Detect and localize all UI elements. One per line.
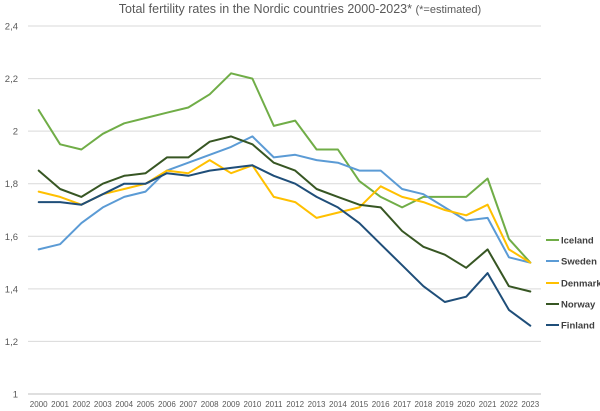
x-tick-label: 2012 bbox=[286, 400, 304, 409]
x-tick-label: 2023 bbox=[521, 400, 539, 409]
x-tick-label: 2004 bbox=[115, 400, 133, 409]
x-tick-label: 2014 bbox=[329, 400, 347, 409]
legend-label: Iceland bbox=[561, 236, 594, 247]
legend: Iceland Sweden Denmark Norway Finland bbox=[546, 236, 600, 332]
x-tick-label: 2008 bbox=[201, 400, 219, 409]
y-tick-label: 2,4 bbox=[5, 22, 18, 33]
x-axis-ticks: 2000 2001 2002 2003 2004 2005 2006 2007 2008 2009… bbox=[30, 400, 540, 409]
legend-label: Sweden bbox=[561, 257, 597, 268]
x-tick-label: 2016 bbox=[372, 400, 390, 409]
x-tick-label: 2007 bbox=[179, 400, 197, 409]
x-tick-label: 2013 bbox=[308, 400, 326, 409]
x-tick-label: 2015 bbox=[350, 400, 368, 409]
x-tick-label: 2006 bbox=[158, 400, 176, 409]
legend-label: Norway bbox=[561, 300, 596, 311]
legend-label: Denmark bbox=[561, 279, 600, 290]
y-axis-ticks: 1 1,2 1,4 1,6 1,8 2 2,2 2,4 bbox=[5, 22, 18, 401]
series-line-norway bbox=[37, 135, 532, 293]
chart-subtitle: (*=estimated) bbox=[415, 4, 482, 16]
series-line-finland bbox=[37, 164, 532, 327]
y-tick-label: 1,2 bbox=[5, 337, 18, 348]
chart-title: Total fertility rates in the Nordic coun… bbox=[0, 2, 600, 16]
x-tick-label: 2002 bbox=[73, 400, 91, 409]
y-tick-label: 1 bbox=[13, 390, 18, 401]
series-lines bbox=[37, 72, 532, 327]
x-tick-label: 2010 bbox=[244, 400, 262, 409]
x-tick-label: 2019 bbox=[436, 400, 454, 409]
y-tick-label: 2,2 bbox=[5, 74, 18, 85]
series-line-iceland bbox=[37, 72, 532, 264]
x-tick-label: 2009 bbox=[222, 400, 240, 409]
series-line-sweden bbox=[37, 135, 532, 264]
chart-title-text: Total fertility rates in the Nordic coun… bbox=[118, 2, 412, 16]
x-tick-label: 2018 bbox=[415, 400, 433, 409]
x-tick-label: 2001 bbox=[51, 400, 69, 409]
legend-label: Finland bbox=[561, 321, 595, 332]
x-tick-label: 2011 bbox=[265, 400, 283, 409]
x-tick-label: 2005 bbox=[137, 400, 155, 409]
y-tick-label: 1,6 bbox=[5, 232, 18, 243]
x-tick-label: 2021 bbox=[479, 400, 497, 409]
y-tick-label: 1,4 bbox=[5, 284, 18, 295]
gridlines bbox=[28, 25, 541, 395]
x-tick-label: 2020 bbox=[457, 400, 475, 409]
y-tick-label: 1,8 bbox=[5, 179, 18, 190]
series-line-denmark bbox=[37, 159, 532, 264]
x-tick-label: 2003 bbox=[94, 400, 112, 409]
y-tick-label: 2 bbox=[13, 127, 18, 138]
x-tick-label: 2000 bbox=[30, 400, 48, 409]
x-tick-label: 2017 bbox=[393, 400, 411, 409]
x-tick-label: 2022 bbox=[500, 400, 518, 409]
